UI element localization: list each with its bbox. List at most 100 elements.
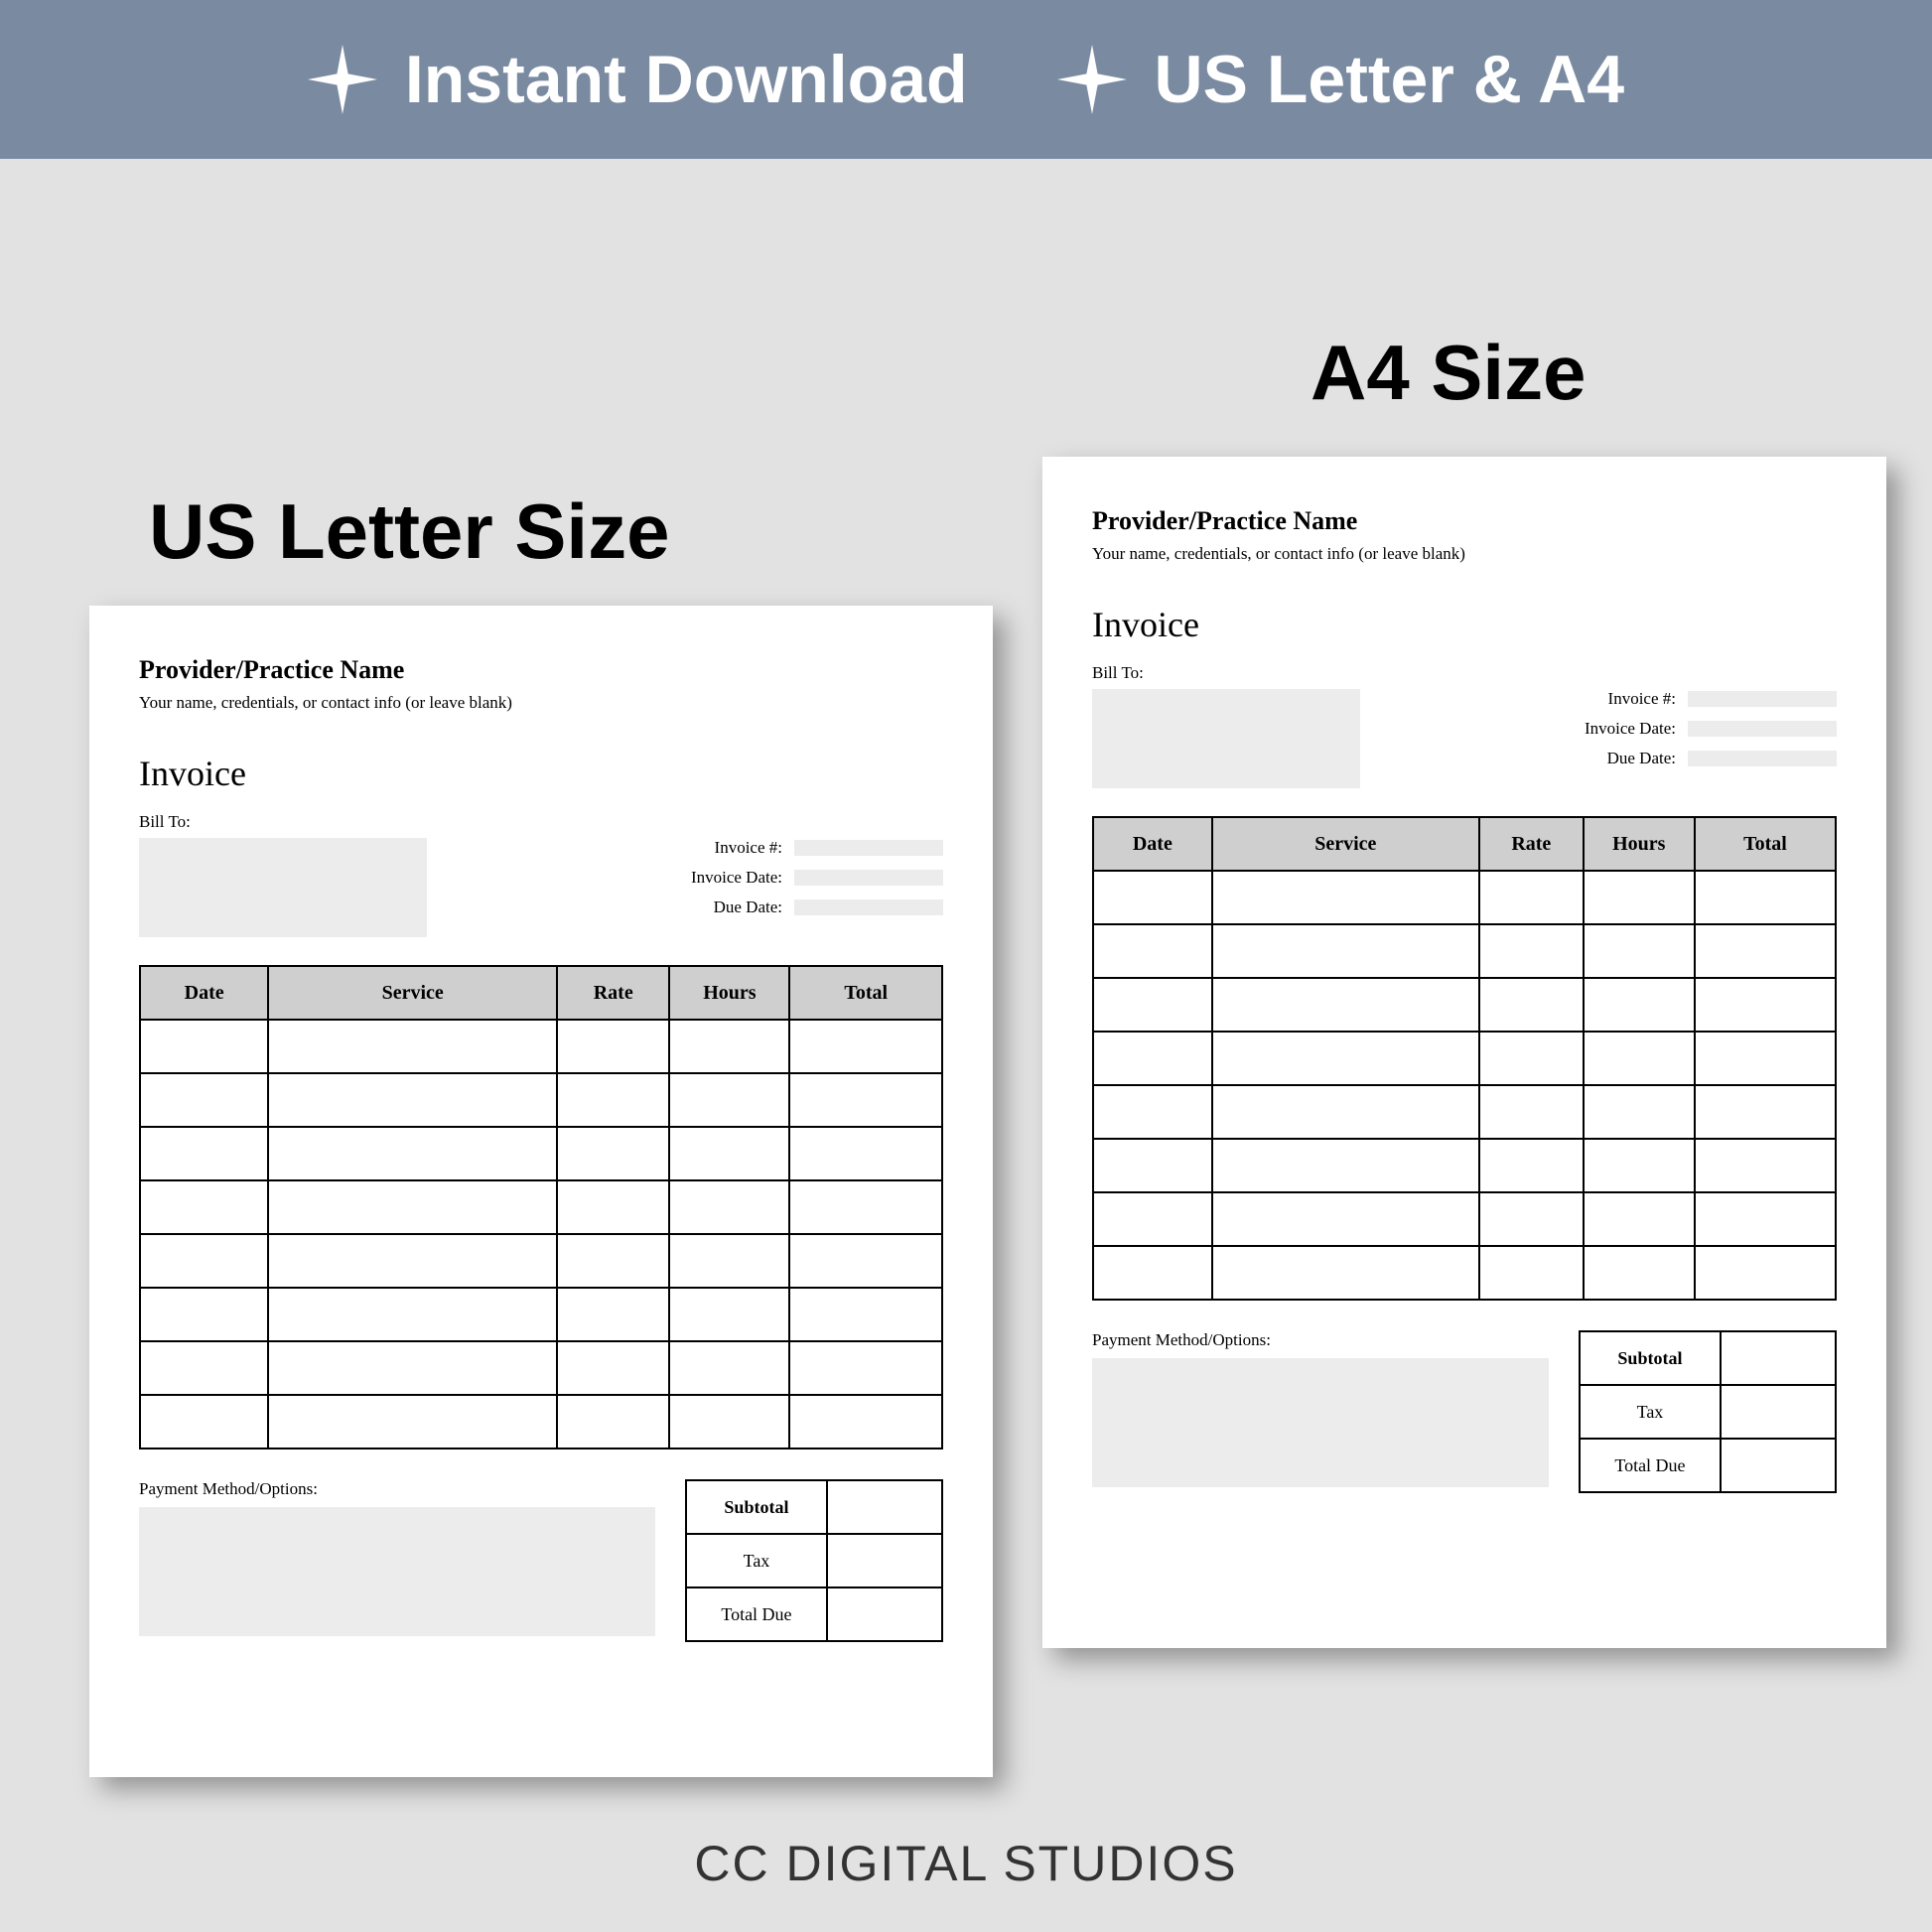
- cell[interactable]: [1479, 1192, 1584, 1246]
- cell[interactable]: [1695, 1032, 1836, 1085]
- cell[interactable]: [140, 1341, 268, 1395]
- payment-method-field[interactable]: [1092, 1358, 1549, 1487]
- cell[interactable]: [1093, 1139, 1212, 1192]
- col-hours: Hours: [1584, 817, 1695, 871]
- bill-to-field[interactable]: [139, 838, 427, 937]
- cell[interactable]: [1479, 1032, 1584, 1085]
- cell[interactable]: [669, 1180, 789, 1234]
- cell[interactable]: [669, 1127, 789, 1180]
- cell[interactable]: [1695, 978, 1836, 1032]
- cell[interactable]: [1584, 871, 1695, 924]
- invoice-date-field[interactable]: [794, 870, 943, 886]
- cell[interactable]: [1584, 1139, 1695, 1192]
- cell[interactable]: [268, 1288, 557, 1341]
- cell[interactable]: [1212, 924, 1479, 978]
- cell[interactable]: [557, 1234, 669, 1288]
- cell[interactable]: [1695, 871, 1836, 924]
- cell[interactable]: [669, 1288, 789, 1341]
- cell[interactable]: [268, 1395, 557, 1449]
- cell[interactable]: [789, 1020, 942, 1073]
- cell[interactable]: [1212, 1139, 1479, 1192]
- tax-field[interactable]: [1721, 1385, 1836, 1439]
- cell[interactable]: [1093, 1246, 1212, 1300]
- cell[interactable]: [140, 1073, 268, 1127]
- total-due-field[interactable]: [1721, 1439, 1836, 1492]
- cell[interactable]: [789, 1073, 942, 1127]
- invoice-number-field[interactable]: [1688, 691, 1837, 707]
- table-row: [1093, 1246, 1836, 1300]
- cell[interactable]: [1479, 1246, 1584, 1300]
- cell[interactable]: [1479, 1139, 1584, 1192]
- cell[interactable]: [1479, 871, 1584, 924]
- cell[interactable]: [1479, 1085, 1584, 1139]
- cell[interactable]: [268, 1234, 557, 1288]
- bill-to-field[interactable]: [1092, 689, 1360, 788]
- cell[interactable]: [789, 1395, 942, 1449]
- cell[interactable]: [557, 1073, 669, 1127]
- cell[interactable]: [140, 1234, 268, 1288]
- invoice-date-field[interactable]: [1688, 721, 1837, 737]
- due-date-field[interactable]: [794, 899, 943, 915]
- cell[interactable]: [268, 1020, 557, 1073]
- cell[interactable]: [1093, 1192, 1212, 1246]
- cell[interactable]: [1212, 1192, 1479, 1246]
- cell[interactable]: [1695, 1246, 1836, 1300]
- cell[interactable]: [268, 1127, 557, 1180]
- cell[interactable]: [1093, 1032, 1212, 1085]
- cell[interactable]: [669, 1073, 789, 1127]
- cell[interactable]: [268, 1073, 557, 1127]
- cell[interactable]: [1695, 1139, 1836, 1192]
- cell[interactable]: [789, 1234, 942, 1288]
- cell[interactable]: [140, 1020, 268, 1073]
- cell[interactable]: [1584, 1192, 1695, 1246]
- cell[interactable]: [669, 1234, 789, 1288]
- cell[interactable]: [1695, 924, 1836, 978]
- payment-method-field[interactable]: [139, 1507, 655, 1636]
- table-row: [1093, 1085, 1836, 1139]
- cell[interactable]: [140, 1288, 268, 1341]
- tax-field[interactable]: [827, 1534, 942, 1587]
- cell[interactable]: [789, 1180, 942, 1234]
- cell[interactable]: [557, 1127, 669, 1180]
- cell[interactable]: [1695, 1192, 1836, 1246]
- cell[interactable]: [669, 1341, 789, 1395]
- subtotal-field[interactable]: [1721, 1331, 1836, 1385]
- cell[interactable]: [1212, 1085, 1479, 1139]
- provider-name: Provider/Practice Name: [1092, 506, 1837, 536]
- cell[interactable]: [789, 1127, 942, 1180]
- cell[interactable]: [1584, 978, 1695, 1032]
- cell[interactable]: [557, 1395, 669, 1449]
- cell[interactable]: [1212, 1032, 1479, 1085]
- cell[interactable]: [1093, 978, 1212, 1032]
- cell[interactable]: [669, 1395, 789, 1449]
- subtotal-field[interactable]: [827, 1480, 942, 1534]
- cell[interactable]: [789, 1288, 942, 1341]
- cell[interactable]: [140, 1395, 268, 1449]
- cell[interactable]: [140, 1127, 268, 1180]
- cell[interactable]: [268, 1341, 557, 1395]
- invoice-number-field[interactable]: [794, 840, 943, 856]
- cell[interactable]: [1212, 871, 1479, 924]
- cell[interactable]: [1093, 924, 1212, 978]
- due-date-field[interactable]: [1688, 751, 1837, 766]
- cell[interactable]: [1584, 1032, 1695, 1085]
- cell[interactable]: [1479, 924, 1584, 978]
- cell[interactable]: [557, 1288, 669, 1341]
- cell[interactable]: [669, 1020, 789, 1073]
- cell[interactable]: [1093, 1085, 1212, 1139]
- cell[interactable]: [1584, 1246, 1695, 1300]
- cell[interactable]: [1212, 978, 1479, 1032]
- cell[interactable]: [789, 1341, 942, 1395]
- cell[interactable]: [1695, 1085, 1836, 1139]
- total-due-field[interactable]: [827, 1587, 942, 1641]
- cell[interactable]: [268, 1180, 557, 1234]
- cell[interactable]: [557, 1341, 669, 1395]
- cell[interactable]: [1584, 924, 1695, 978]
- cell[interactable]: [1479, 978, 1584, 1032]
- cell[interactable]: [140, 1180, 268, 1234]
- cell[interactable]: [1093, 871, 1212, 924]
- cell[interactable]: [1584, 1085, 1695, 1139]
- cell[interactable]: [557, 1020, 669, 1073]
- cell[interactable]: [1212, 1246, 1479, 1300]
- cell[interactable]: [557, 1180, 669, 1234]
